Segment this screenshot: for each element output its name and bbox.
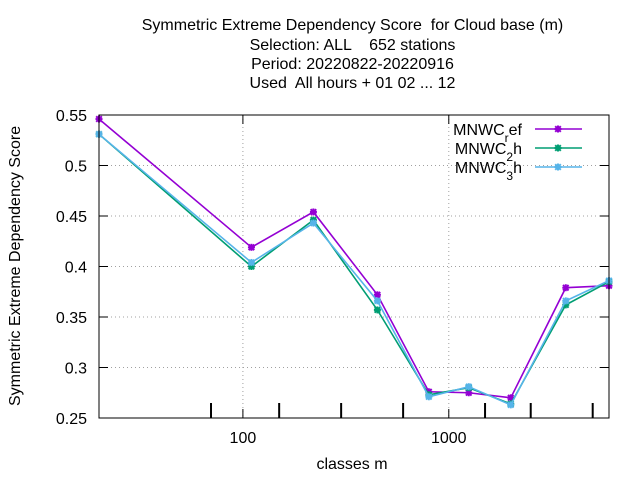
legend-marker <box>554 144 562 152</box>
x-tick-label: 100 <box>230 430 257 447</box>
legend-marker <box>554 163 562 171</box>
y-tick-label: 0.35 <box>56 310 87 327</box>
legend-label: MNWC3h <box>455 160 522 183</box>
legend-label: MNWCref <box>453 122 522 145</box>
series-line <box>98 133 610 406</box>
x-axis-ticks: 100 1000 <box>230 115 467 447</box>
y-tick-label: 0.5 <box>65 159 87 176</box>
plot-border <box>98 114 610 419</box>
y-tick-label: 0.45 <box>56 209 87 226</box>
y-axis-ticks: 0.25 0.3 0.35 0.4 0.45 0.5 0.55 <box>56 108 609 428</box>
series-3 <box>95 130 613 409</box>
legend-item-3: MNWC3h <box>455 160 582 183</box>
series-2 <box>95 130 613 408</box>
data-point <box>507 401 515 409</box>
data-point <box>373 297 381 305</box>
grid-lines <box>99 115 609 418</box>
x-tick-label: 1000 <box>431 430 467 447</box>
y-tick-label: 0.4 <box>65 260 87 277</box>
chart-title-line-1: Symmetric Extreme Dependency Score for C… <box>141 17 564 34</box>
data-point <box>562 284 570 292</box>
series-line <box>98 118 610 399</box>
chart-title-line-2: Selection: ALL 652 stations <box>249 37 456 54</box>
data-point <box>373 291 381 299</box>
chart-title-line-4: Used All hours + 01 02 ... 12 <box>249 75 456 92</box>
data-point <box>247 258 255 266</box>
y-tick-label: 0.25 <box>56 411 87 428</box>
data-point <box>562 297 570 305</box>
data-point <box>373 306 381 314</box>
data-point <box>465 383 473 391</box>
data-point <box>425 393 433 401</box>
legend-label: MNWC2h <box>455 141 522 164</box>
x-axis-label: classes m <box>316 456 388 473</box>
data-point <box>309 208 317 216</box>
y-tick-label: 0.3 <box>65 361 87 378</box>
legend-marker <box>554 125 562 133</box>
chart-title-line-3: Period: 20220822-20220916 <box>251 56 454 73</box>
data-point <box>309 219 317 227</box>
legend-item-1: MNWCref <box>453 122 582 145</box>
y-tick-label: 0.55 <box>56 108 87 125</box>
legend-item-2: MNWC2h <box>455 141 582 164</box>
class-marks <box>210 403 594 418</box>
data-point <box>247 243 255 251</box>
series-layer <box>95 115 613 409</box>
